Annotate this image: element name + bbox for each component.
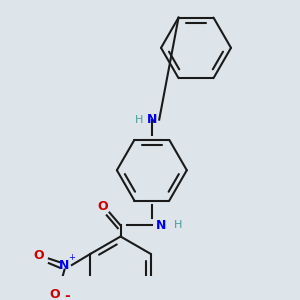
Text: H: H [135, 115, 143, 124]
Text: O: O [49, 288, 60, 300]
Text: N: N [147, 113, 157, 126]
Text: N: N [59, 259, 70, 272]
Text: H: H [173, 220, 182, 230]
Text: O: O [98, 200, 108, 213]
Text: O: O [33, 249, 44, 262]
Text: +: + [68, 253, 75, 262]
Text: -: - [64, 289, 70, 300]
Text: N: N [156, 219, 166, 232]
